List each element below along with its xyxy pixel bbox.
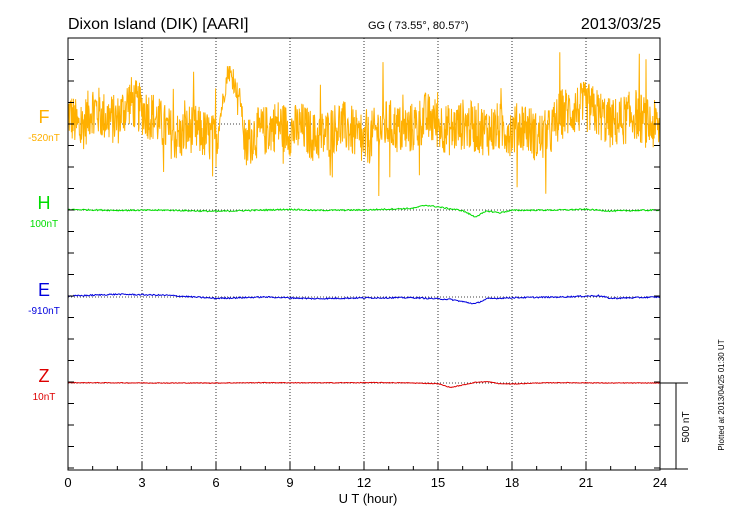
scale-bar bbox=[660, 382, 688, 470]
scale-label: 500 nT bbox=[681, 411, 692, 442]
x-tick-label-24: 24 bbox=[653, 475, 667, 490]
grid-lines bbox=[141, 38, 587, 470]
component-label-H: H bbox=[38, 193, 51, 213]
series-traces bbox=[67, 52, 661, 389]
x-tick-label-18: 18 bbox=[505, 475, 519, 490]
baseline-label-Z: 10nT bbox=[33, 392, 56, 403]
x-tick-label-9: 9 bbox=[286, 475, 293, 490]
station-coordinates: GG ( 73.55°, 80.57°) bbox=[368, 20, 469, 32]
trace-F bbox=[67, 52, 661, 197]
baseline-label-F: -520nT bbox=[28, 133, 60, 144]
baseline-label-E: -910nT bbox=[28, 306, 60, 317]
baseline-label-H: 100nT bbox=[30, 219, 58, 230]
plotted-note: Plotted at 2013/04/25 01:30 UT bbox=[717, 339, 726, 450]
component-label-F: F bbox=[39, 107, 50, 127]
x-tick-label-21: 21 bbox=[579, 475, 593, 490]
x-tick-label-6: 6 bbox=[212, 475, 219, 490]
chart-title: Dixon Island (DIK) [AARI] bbox=[68, 16, 249, 33]
x-tick-label-3: 3 bbox=[138, 475, 145, 490]
trace-E bbox=[67, 293, 660, 305]
component-label-E: E bbox=[38, 280, 50, 300]
x-tick-label-12: 12 bbox=[357, 475, 371, 490]
component-label-Z: Z bbox=[39, 366, 50, 386]
x-tick-label-15: 15 bbox=[431, 475, 445, 490]
chart-date: 2013/03/25 bbox=[581, 16, 661, 33]
axis-ticks: 0 3 6 9 12 15 18 21 24 bbox=[64, 59, 667, 490]
trace-Z bbox=[67, 381, 661, 389]
x-tick-label-0: 0 bbox=[64, 475, 71, 490]
trace-H bbox=[68, 204, 661, 218]
x-axis-label: U T (hour) bbox=[339, 491, 398, 506]
